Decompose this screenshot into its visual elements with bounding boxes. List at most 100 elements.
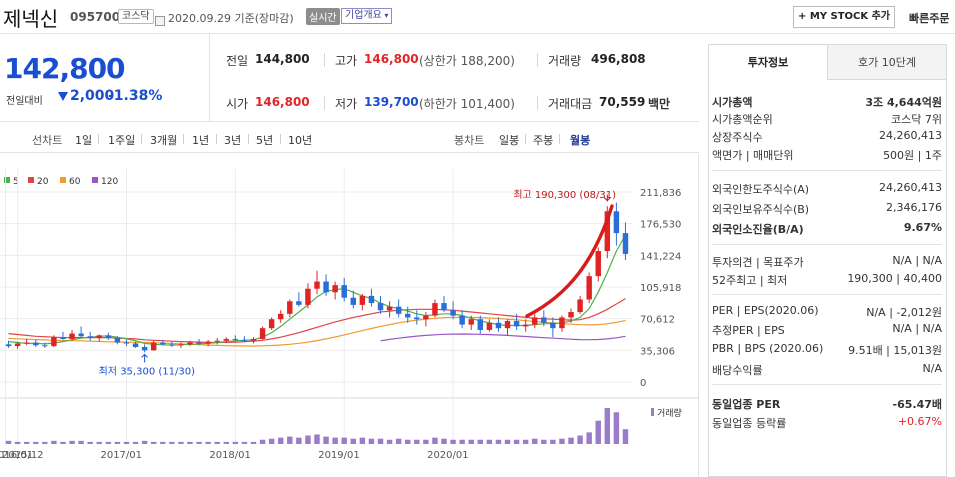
legend-label: 5 — [13, 177, 19, 187]
tab-orderbook-10[interactable]: 호가 10단계 — [827, 45, 946, 80]
volume-bar — [586, 432, 592, 444]
corp-info-dropdown[interactable]: 기업개요 ▾ — [341, 8, 393, 24]
open-value: 146,800 — [255, 95, 310, 109]
volume-bar — [287, 436, 293, 444]
candle-body — [287, 301, 293, 314]
legend-swatch — [92, 177, 98, 183]
volume-bar — [568, 437, 574, 444]
period-3m[interactable]: 3개월 — [150, 134, 178, 147]
volume-bar — [105, 441, 112, 444]
volume-bar — [477, 439, 484, 444]
add-mystock-button[interactable]: + MY STOCK 추가 — [793, 6, 895, 28]
lower-limit: (하한가 101,400) — [419, 97, 515, 111]
info-value: 2,346,176 — [886, 201, 942, 214]
candle-body — [513, 321, 520, 327]
legend-swatch — [4, 177, 10, 183]
hand-drawn-trend-curve — [525, 204, 614, 318]
stock-code: 095700 — [70, 10, 121, 24]
legend-label: 120 — [101, 177, 118, 187]
candle-body — [14, 343, 21, 347]
candle-body — [132, 343, 139, 348]
info-row: 투자의견 | 목표주가 N/A | N/A — [712, 254, 942, 270]
info-value: 3조 4,644억원 — [865, 96, 942, 109]
x-tick-label: 2017/01 — [100, 450, 142, 461]
candle-body — [214, 340, 220, 342]
period-1w[interactable]: 1주일 — [108, 134, 136, 147]
info-row: 시가총액순위 코스닥 7위 — [712, 111, 942, 127]
candle-body — [296, 301, 302, 305]
period-1y[interactable]: 1년 — [192, 134, 210, 147]
volume-bar — [250, 441, 257, 444]
info-row: 동일업종 PER -65.47배 — [712, 396, 942, 412]
volume-bar — [395, 438, 402, 444]
divider — [537, 53, 538, 67]
high-annotation: 최고 190,300 (08/31) — [513, 189, 616, 201]
candle-body — [114, 338, 121, 343]
period-daily-candle[interactable]: 일봉 — [499, 134, 520, 147]
stock-header-bar — [0, 0, 955, 34]
info-row: 액면가 | 매매단위 500원 | 1주 — [712, 147, 942, 163]
info-label: 외국인한도주식수(A) — [712, 183, 810, 196]
info-row: PBR | BPS (2020.06) 9.51배 | 15,013원 — [712, 342, 942, 358]
volume-bar — [123, 441, 130, 444]
candle-body — [314, 281, 320, 289]
candle-body — [604, 211, 611, 252]
divider — [141, 134, 142, 144]
volume-value: 496,808 — [591, 52, 646, 66]
legend-swatch — [28, 177, 34, 183]
period-10y[interactable]: 10년 — [288, 134, 313, 147]
info-value: 9.67% — [903, 221, 942, 234]
quick-order-button[interactable]: 빠른주문 — [909, 12, 950, 25]
low-arrow-icon — [141, 353, 148, 363]
tab-investment-info[interactable]: 투자정보 — [709, 45, 827, 80]
low-annotation: 최저 35,300 (11/30) — [99, 365, 195, 377]
low-label: 저가 — [335, 97, 358, 111]
y-tick-label: 105,918 — [640, 283, 681, 294]
candle-body — [522, 324, 529, 327]
volume-bar — [513, 439, 520, 444]
current-price: 142,800 — [4, 52, 126, 85]
divider — [559, 134, 560, 144]
candle-body — [432, 303, 438, 316]
period-3y[interactable]: 3년 — [224, 134, 242, 147]
period-weekly-candle[interactable]: 주봉 — [533, 134, 554, 147]
realtime-badge[interactable]: 실시간 — [306, 8, 340, 25]
candle-body — [468, 319, 474, 325]
period-monthly-candle[interactable]: 월봉 — [570, 134, 591, 147]
info-value: -65.47배 — [892, 398, 942, 411]
info-label: PBR | BPS (2020.06) — [712, 342, 824, 355]
ma5-line — [8, 234, 627, 346]
volume-bar — [595, 420, 601, 444]
market-badge: 코스닥 — [118, 9, 154, 24]
volume-bar — [305, 435, 311, 444]
divider — [248, 134, 249, 144]
period-5y[interactable]: 5년 — [256, 134, 274, 147]
y-tick-label: 141,224 — [640, 251, 681, 262]
info-row: 52주최고 | 최저 190,300 | 40,400 — [712, 272, 942, 288]
volume-legend-swatch — [651, 408, 654, 416]
stock-chart[interactable]: 211,836 176,530 141,224 105,918 70,612 35,306… — [0, 154, 699, 477]
legend-label: 60 — [69, 177, 81, 187]
candle-body — [486, 322, 493, 330]
info-value: 코스닥 7위 — [891, 113, 942, 126]
panel-divider — [712, 384, 942, 385]
divider — [537, 96, 538, 110]
candle-body — [241, 339, 248, 341]
legend-swatch — [60, 177, 66, 183]
candle-body — [23, 342, 30, 344]
panel-divider — [712, 170, 942, 171]
candle-chart-label: 봉차트 — [454, 134, 485, 147]
volume-bar — [214, 441, 220, 444]
volume-bar — [495, 439, 502, 444]
line-chart-label: 선차트 — [32, 134, 63, 147]
candle-body — [504, 321, 511, 329]
candle-body — [160, 342, 166, 345]
volume-bar — [386, 439, 393, 444]
candle-body — [60, 337, 66, 339]
volume-bar — [160, 441, 166, 444]
volume-bar — [296, 437, 302, 444]
candle-body — [550, 322, 556, 329]
period-1d[interactable]: 1일 — [75, 134, 93, 147]
candle-body — [87, 336, 93, 339]
